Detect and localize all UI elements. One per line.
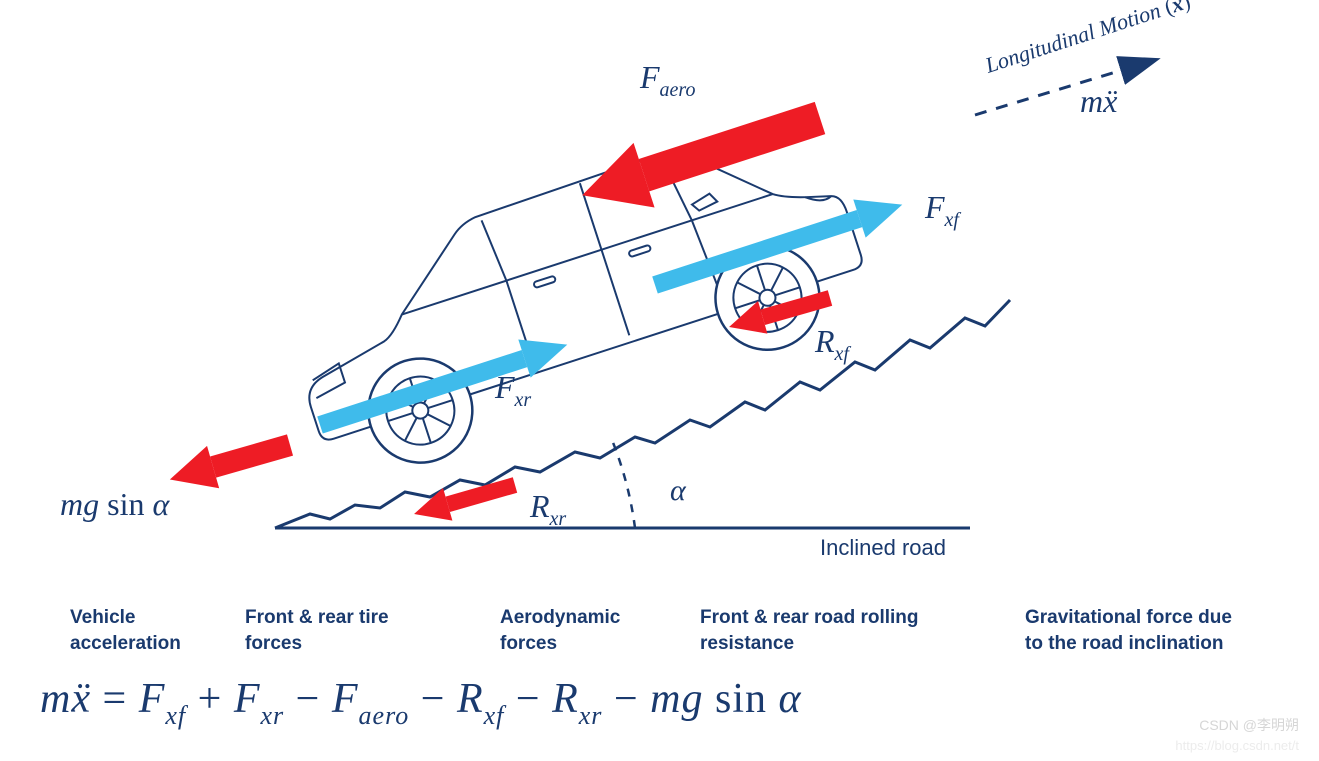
label-mg-sina: mg sin α <box>60 486 170 522</box>
label-R-xr: Rxr <box>529 488 566 530</box>
label-F-xf: Fxf <box>924 189 961 231</box>
arrow-mg-sina <box>164 424 296 501</box>
label-long-motion: Longitudinal Motion (x) <box>981 0 1193 78</box>
label-mxdd: mẍ <box>1080 83 1118 119</box>
force-diagram: α Inclined road Faero Fxf Fxr Rxf Rxr mg… <box>0 0 1319 570</box>
term-label: Aerodynamicforces <box>500 605 670 656</box>
watermark: CSDN @李明朔 <box>1199 715 1299 735</box>
term-label: Vehicleacceleration <box>70 605 230 656</box>
label-alpha: α <box>670 474 687 507</box>
term-label: Front & rear tireforces <box>245 605 455 656</box>
car-outline <box>270 105 881 492</box>
term-label: Gravitational force dueto the road incli… <box>1025 605 1295 656</box>
arrow-R-xr <box>409 469 519 531</box>
arrow-F-aero <box>572 86 831 228</box>
motion-equation: mẍ = Fxf + Fxr − Faero − Rxf − Rxr − mg … <box>40 675 802 728</box>
angle-arc <box>612 440 635 528</box>
label-inclined-road: Inclined road <box>820 535 946 560</box>
label-R-xf: Rxf <box>814 323 851 365</box>
term-label: Front & rear road rollingresistance <box>700 605 980 656</box>
diagram-svg: α Inclined road Faero Fxf Fxr Rxf Rxr mg… <box>0 0 1319 570</box>
watermark-url: https://blog.csdn.net/t <box>1175 738 1299 753</box>
label-F-aero: Faero <box>639 59 695 101</box>
